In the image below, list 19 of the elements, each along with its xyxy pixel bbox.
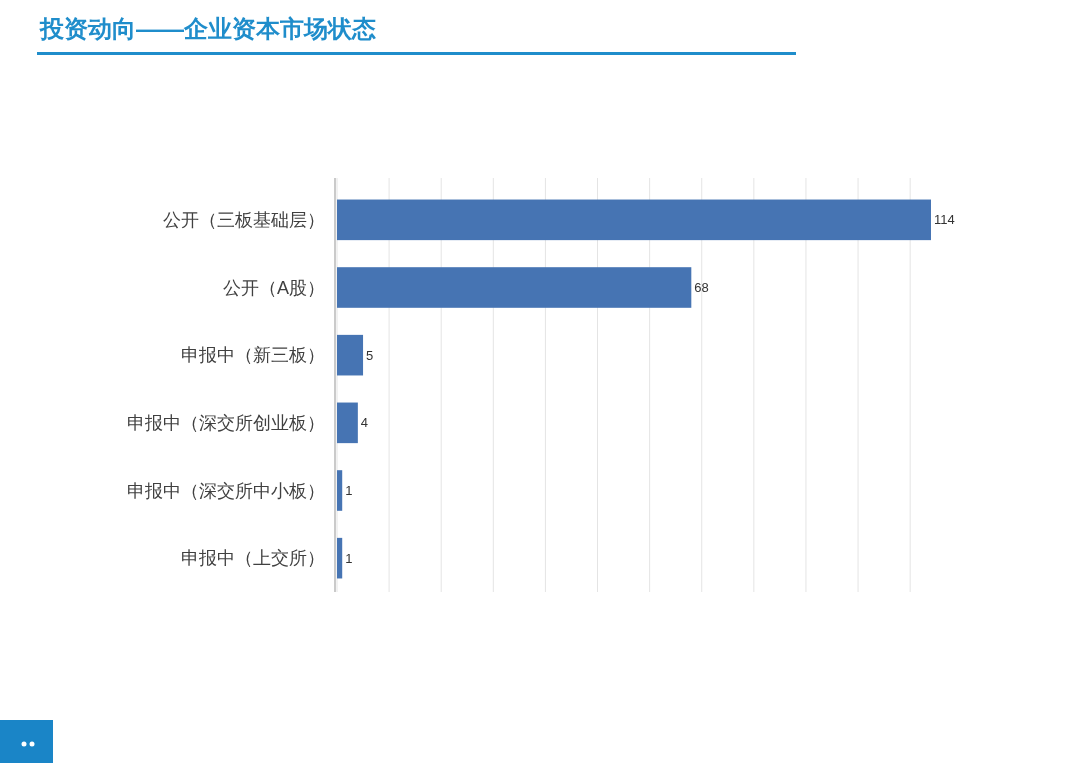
- data-label: 114: [934, 212, 955, 228]
- bar: [337, 267, 692, 308]
- y-tick-label: 申报中（新三板）: [181, 345, 325, 366]
- y-tick-label: 申报中（上交所）: [181, 548, 325, 569]
- y-tick-label: 公开（A股）: [222, 277, 325, 298]
- data-label: 5: [366, 347, 374, 363]
- data-label: 68: [694, 280, 709, 295]
- y-tick-label: 申报中（深交所创业板）: [127, 412, 325, 433]
- y-tick-label: 申报中（深交所中小板）: [127, 480, 325, 501]
- y-tick-label: 公开（三板基础层）: [163, 209, 325, 230]
- bar: [337, 402, 358, 444]
- data-label: 4: [360, 415, 369, 431]
- bar: [337, 334, 364, 376]
- bar: [337, 470, 343, 511]
- bar: [337, 537, 343, 579]
- chart-title: 投资动向——企业资本市场状态: [39, 15, 376, 42]
- data-label: 1: [345, 550, 353, 566]
- data-label: 1: [345, 483, 353, 498]
- bar: [337, 199, 931, 241]
